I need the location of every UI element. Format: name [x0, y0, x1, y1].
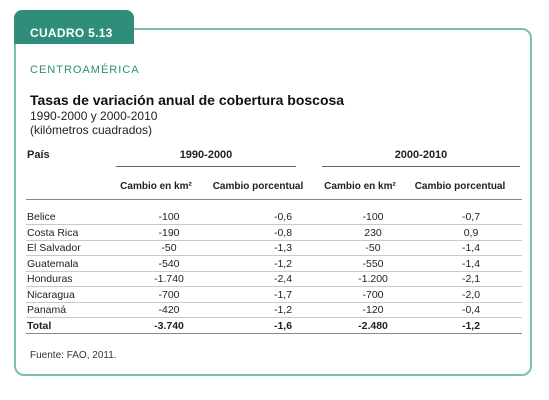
- value-cell-km1: -420: [158, 304, 180, 316]
- value-cell-pct1: -0,6: [273, 211, 293, 223]
- table-total-row: Total -3.740 -1,6 -2.480 -1,2: [26, 319, 522, 334]
- country-cell: Honduras: [27, 273, 73, 285]
- value-cell-pct2: -0,7: [461, 211, 481, 223]
- subheader-pct-2: Cambio porcentual: [414, 181, 506, 192]
- value-cell-pct1: -1,7: [273, 288, 293, 301]
- value-cell-km1: -1.740: [154, 273, 184, 285]
- country-cell: Guatemala: [27, 257, 79, 270]
- subheader-km-1: Cambio en km²: [120, 181, 192, 192]
- value-cell-km1: -540: [158, 257, 180, 270]
- region-label: CENTROAMÉRICA: [30, 64, 140, 76]
- table-row: Costa Rica -190 -0,8 230 0,9: [26, 226, 522, 241]
- table-row: El Salvador -50 -1,3 -50 -1,4: [26, 241, 522, 256]
- value-cell-km2: 230: [364, 226, 382, 239]
- value-cell-pct1: -2,4: [273, 273, 293, 285]
- subheader-km-2: Cambio en km²: [324, 181, 396, 192]
- value-cell-km1: -190: [158, 226, 180, 239]
- country-column-header: País: [27, 149, 50, 161]
- country-cell: Belice: [27, 211, 56, 223]
- value-cell-pct2: -1,4: [461, 257, 481, 270]
- table-subtitle: 1990-2000 y 2000-2010: [30, 109, 158, 123]
- table-title: Tasas de variación anual de cobertura bo…: [30, 92, 345, 108]
- value-cell-km2: -50: [365, 242, 381, 254]
- country-cell: Panamá: [27, 304, 67, 316]
- value-cell-km1: -700: [158, 288, 180, 301]
- value-cell-pct2: -2,1: [461, 273, 481, 285]
- group-rule-2: [322, 166, 520, 167]
- value-cell-km2: -120: [362, 304, 384, 316]
- table-row: Guatemala -540 -1,2 -550 -1,4: [26, 257, 522, 272]
- value-cell-pct1: -0,8: [273, 226, 293, 239]
- country-cell: Total: [27, 319, 52, 332]
- value-cell-pct1: -1,2: [273, 257, 293, 270]
- box-label: CUADRO 5.13: [14, 22, 134, 44]
- group-rule-1: [116, 166, 296, 167]
- group-header-1990-2000: 1990-2000: [179, 149, 233, 161]
- group-header-2000-2010: 2000-2010: [394, 149, 448, 161]
- value-cell-km2: -2.480: [358, 319, 388, 332]
- table-card: [14, 28, 532, 376]
- country-cell: Nicaragua: [27, 288, 75, 301]
- value-cell-km2: -550: [362, 257, 384, 270]
- value-cell-km1: -3.740: [154, 319, 184, 332]
- header-rule: [26, 199, 522, 200]
- value-cell-km1: -100: [158, 211, 180, 223]
- country-cell: El Salvador: [27, 242, 81, 254]
- table-row: Belice -100 -0,6 -100 -0,7: [26, 210, 522, 225]
- value-cell-km1: -50: [161, 242, 177, 254]
- source-note: Fuente: FAO, 2011.: [30, 350, 117, 361]
- value-cell-pct2: -0,4: [461, 304, 481, 316]
- value-cell-km2: -100: [362, 211, 384, 223]
- value-cell-km2: -700: [362, 288, 384, 301]
- value-cell-pct2: -1,2: [461, 319, 481, 332]
- subheader-pct-1: Cambio porcentual: [212, 181, 304, 192]
- value-cell-pct2: -1,4: [461, 242, 481, 254]
- table-row: Nicaragua -700 -1,7 -700 -2,0: [26, 288, 522, 303]
- country-cell: Costa Rica: [27, 226, 79, 239]
- table-row: Honduras -1.740 -2,4 -1.200 -2,1: [26, 272, 522, 287]
- value-cell-pct2: -2,0: [461, 288, 481, 301]
- value-cell-pct1: -1,2: [273, 304, 293, 316]
- value-cell-km2: -1.200: [358, 273, 388, 285]
- table-units: (kilómetros cuadrados): [30, 123, 153, 137]
- value-cell-pct1: -1,6: [273, 319, 293, 332]
- value-cell-pct1: -1,3: [273, 242, 293, 254]
- value-cell-pct2: 0,9: [463, 226, 479, 239]
- table-row: Panamá -420 -1,2 -120 -0,4: [26, 303, 522, 318]
